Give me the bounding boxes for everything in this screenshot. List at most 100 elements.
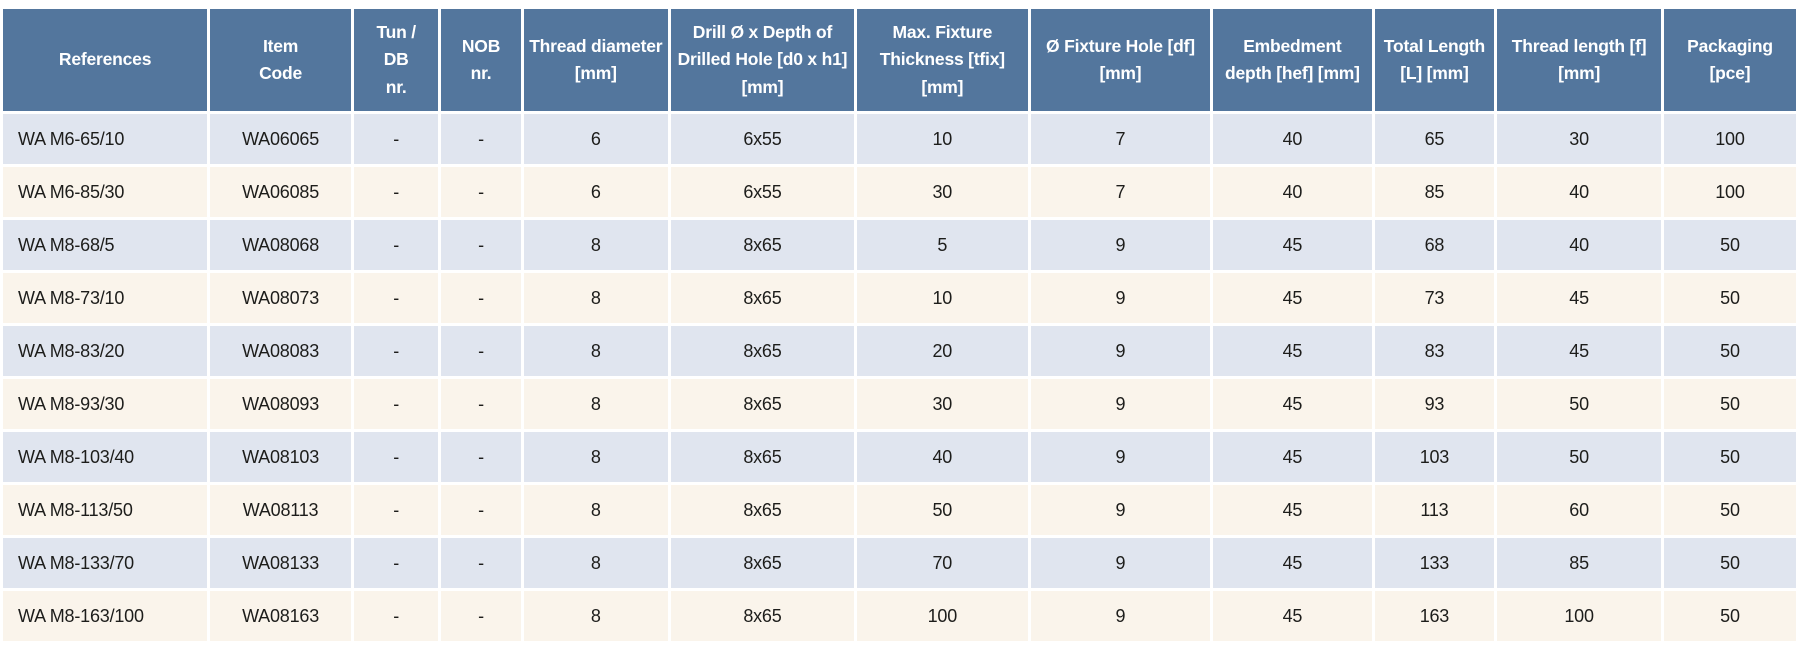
value-cell: - bbox=[353, 538, 439, 588]
reference-cell: WA M8-83/20 bbox=[3, 326, 208, 376]
value-cell: 8 bbox=[523, 273, 668, 323]
value-cell: - bbox=[441, 379, 521, 429]
value-cell: - bbox=[441, 485, 521, 535]
value-cell: 40 bbox=[1213, 114, 1372, 164]
value-cell: 163 bbox=[1374, 591, 1495, 641]
value-cell: WA08163 bbox=[210, 591, 351, 641]
value-cell: 45 bbox=[1497, 273, 1661, 323]
value-cell: WA08103 bbox=[210, 432, 351, 482]
value-cell: 6x55 bbox=[670, 167, 854, 217]
table-body: WA M6-65/10 WA06065- -6 6x55 10 7 40 65 30 100 WA … bbox=[3, 114, 1796, 641]
value-cell: - bbox=[353, 220, 439, 270]
value-cell: 8 bbox=[523, 379, 668, 429]
value-cell: 8 bbox=[523, 485, 668, 535]
value-cell: - bbox=[441, 591, 521, 641]
value-cell: 100 bbox=[1497, 591, 1661, 641]
value-cell: 9 bbox=[1030, 432, 1211, 482]
value-cell: 50 bbox=[1497, 379, 1661, 429]
value-cell: 45 bbox=[1497, 326, 1661, 376]
value-cell: 85 bbox=[1497, 538, 1661, 588]
value-cell: 45 bbox=[1213, 538, 1372, 588]
value-cell: 45 bbox=[1213, 326, 1372, 376]
value-cell: 100 bbox=[1663, 114, 1796, 164]
column-header: Drill Ø x Depth of Drilled Hole [d0 x h1… bbox=[670, 9, 854, 111]
value-cell: - bbox=[353, 379, 439, 429]
value-cell: 113 bbox=[1374, 485, 1495, 535]
value-cell: 8 bbox=[523, 326, 668, 376]
value-cell: 8x65 bbox=[670, 432, 854, 482]
value-cell: WA08083 bbox=[210, 326, 351, 376]
value-cell: - bbox=[353, 114, 439, 164]
value-cell: - bbox=[353, 167, 439, 217]
column-header: NOB nr. bbox=[441, 9, 521, 111]
column-header: References bbox=[3, 9, 208, 111]
product-spec-table: References Item Code Tun / DB nr. NOB nr. Th… bbox=[0, 6, 1799, 644]
value-cell: 9 bbox=[1030, 220, 1211, 270]
column-header: Packaging [pce] bbox=[1663, 9, 1796, 111]
value-cell: - bbox=[441, 114, 521, 164]
value-cell: - bbox=[441, 273, 521, 323]
value-cell: WA08133 bbox=[210, 538, 351, 588]
value-cell: 50 bbox=[1663, 220, 1796, 270]
value-cell: 68 bbox=[1374, 220, 1495, 270]
reference-cell: WA M8-163/100 bbox=[3, 591, 208, 641]
value-cell: 60 bbox=[1497, 485, 1661, 535]
value-cell: 8x65 bbox=[670, 591, 854, 641]
value-cell: 45 bbox=[1213, 220, 1372, 270]
column-header: Tun / DB nr. bbox=[353, 9, 439, 111]
value-cell: 30 bbox=[1497, 114, 1661, 164]
value-cell: WA08113 bbox=[210, 485, 351, 535]
value-cell: WA08073 bbox=[210, 273, 351, 323]
value-cell: 50 bbox=[1663, 538, 1796, 588]
table-row: WA M6-65/10 WA06065- -6 6x55 10 7 40 65 30 100 bbox=[3, 114, 1796, 164]
table-row: WA M8-93/30 WA08093- -8 8x65 30 9 45 93 50 50 bbox=[3, 379, 1796, 429]
value-cell: WA08068 bbox=[210, 220, 351, 270]
reference-cell: WA M8-103/40 bbox=[3, 432, 208, 482]
value-cell: 9 bbox=[1030, 326, 1211, 376]
value-cell: 45 bbox=[1213, 591, 1372, 641]
value-cell: - bbox=[441, 326, 521, 376]
table-row: WA M8-103/40 WA08103- -8 8x65 40 9 45 103 50 50 bbox=[3, 432, 1796, 482]
value-cell: 100 bbox=[1663, 167, 1796, 217]
value-cell: 5 bbox=[856, 220, 1028, 270]
value-cell: - bbox=[353, 326, 439, 376]
value-cell: 9 bbox=[1030, 591, 1211, 641]
table-row: WA M8-83/20 WA08083- -8 8x65 20 9 45 83 45 50 bbox=[3, 326, 1796, 376]
value-cell: 50 bbox=[1663, 432, 1796, 482]
column-header: Ø Fixture Hole [df] [mm] bbox=[1030, 9, 1211, 111]
value-cell: 45 bbox=[1213, 379, 1372, 429]
value-cell: WA06085 bbox=[210, 167, 351, 217]
reference-cell: WA M6-85/30 bbox=[3, 167, 208, 217]
value-cell: - bbox=[441, 538, 521, 588]
column-header: Total Length [L] [mm] bbox=[1374, 9, 1495, 111]
reference-cell: WA M8-93/30 bbox=[3, 379, 208, 429]
column-header: Max. Fixture Thickness [tfix] [mm] bbox=[856, 9, 1028, 111]
value-cell: 20 bbox=[856, 326, 1028, 376]
value-cell: WA06065 bbox=[210, 114, 351, 164]
column-header: Thread diameter [mm] bbox=[523, 9, 668, 111]
value-cell: - bbox=[441, 167, 521, 217]
value-cell: 40 bbox=[1497, 167, 1661, 217]
value-cell: 10 bbox=[856, 273, 1028, 323]
value-cell: WA08093 bbox=[210, 379, 351, 429]
table-row: WA M8-163/100 WA08163- -8 8x65 100 9 45 163 100 5… bbox=[3, 591, 1796, 641]
value-cell: 50 bbox=[1663, 379, 1796, 429]
value-cell: 40 bbox=[856, 432, 1028, 482]
value-cell: 85 bbox=[1374, 167, 1495, 217]
value-cell: 45 bbox=[1213, 273, 1372, 323]
value-cell: 6x55 bbox=[670, 114, 854, 164]
value-cell: 8x65 bbox=[670, 220, 854, 270]
table-row: WA M8-113/50 WA08113- -8 8x65 50 9 45 113 60 50 bbox=[3, 485, 1796, 535]
value-cell: 6 bbox=[523, 167, 668, 217]
value-cell: 7 bbox=[1030, 167, 1211, 217]
value-cell: 40 bbox=[1497, 220, 1661, 270]
value-cell: 83 bbox=[1374, 326, 1495, 376]
value-cell: 6 bbox=[523, 114, 668, 164]
value-cell: 8x65 bbox=[670, 538, 854, 588]
reference-cell: WA M8-73/10 bbox=[3, 273, 208, 323]
value-cell: 9 bbox=[1030, 538, 1211, 588]
value-cell: 45 bbox=[1213, 485, 1372, 535]
column-header: Item Code bbox=[210, 9, 351, 111]
value-cell: 50 bbox=[1663, 485, 1796, 535]
value-cell: 45 bbox=[1213, 432, 1372, 482]
